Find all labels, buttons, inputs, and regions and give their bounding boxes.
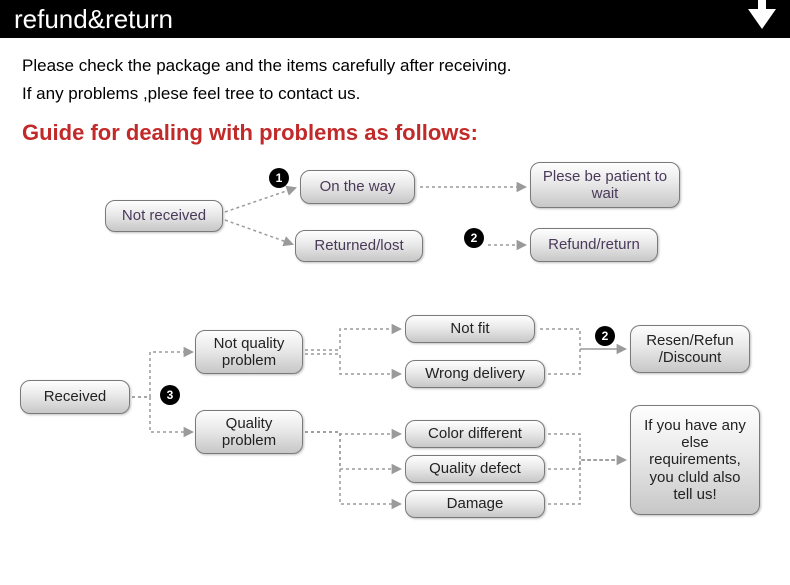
badge-b3: 3 [160,385,180,405]
intro-block: Please check the package and the items c… [0,38,790,120]
node-not_received: Not received [105,200,223,232]
node-received: Received [20,380,130,414]
flowchart-canvas: Not received On the way Plese be patient t… [0,150,790,580]
badge-b2a: 2 [464,228,484,248]
badge-b2b: 2 [595,326,615,346]
node-quality: Quality problem [195,410,303,454]
badge-b1: 1 [269,168,289,188]
node-resen: Resen/Refun /Discount [630,325,750,373]
intro-line-2: If any problems ,plese feel tree to cont… [22,84,768,104]
header-bar: refund&return [0,0,790,38]
header-title: refund&return [14,4,173,35]
node-quality_defect: Quality defect [405,455,545,483]
node-color_diff: Color different [405,420,545,448]
node-damage: Damage [405,490,545,518]
node-patient: Plese be patient to wait [530,162,680,208]
node-refund_return: Refund/return [530,228,658,262]
guide-title: Guide for dealing with problems as follo… [0,120,790,150]
node-on_way: On the way [300,170,415,204]
arrow-down-icon [748,9,776,29]
node-wrong_delivery: Wrong delivery [405,360,545,388]
node-not_fit: Not fit [405,315,535,343]
node-else_req: If you have any else requirements, you c… [630,405,760,515]
node-not_quality: Not quality problem [195,330,303,374]
intro-line-1: Please check the package and the items c… [22,56,768,76]
node-returned: Returned/lost [295,230,423,262]
